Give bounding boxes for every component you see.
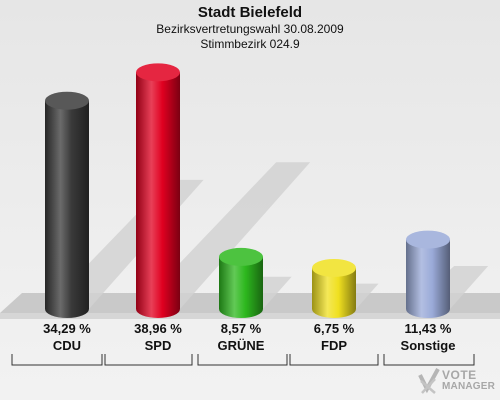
category-bracket [11, 354, 103, 366]
bar-body [312, 267, 356, 318]
bar-fdp [312, 258, 356, 318]
category-label: Sonstige [401, 338, 456, 353]
category-label: SPD [145, 338, 172, 353]
bar-sonstige [406, 230, 450, 318]
bar-top [406, 230, 450, 249]
value-label: 11,43 % [405, 321, 452, 336]
bar-spd [136, 63, 180, 318]
vote-manager-logo: VOTE MANAGER [418, 366, 496, 396]
category-bracket [289, 354, 379, 366]
value-label: 8,57 % [221, 321, 262, 336]
bar-cdu [45, 91, 89, 318]
bar-body [219, 256, 263, 318]
chart-subtitle: Bezirksvertretungswahl 30.08.2009 [156, 22, 344, 36]
bar-body [136, 72, 180, 318]
category-label: FDP [321, 338, 347, 353]
bar-top [136, 63, 180, 82]
category-bracket [104, 354, 193, 366]
bar-top [45, 91, 89, 110]
value-label: 6,75 % [314, 321, 355, 336]
chart-subtitle-district: Stimmbezirk 024.9 [200, 37, 300, 51]
logo-text-manager: MANAGER [442, 381, 496, 392]
bar-top [312, 258, 356, 277]
category-label: CDU [53, 338, 81, 353]
bar-grüne [219, 247, 263, 318]
bar-body [45, 100, 89, 318]
bar-body [406, 239, 450, 318]
value-label: 38,96 % [134, 321, 182, 336]
category-label: GRÜNE [218, 338, 265, 353]
chart-title: Stadt Bielefeld [197, 4, 303, 21]
value-label: 34,29 % [43, 321, 91, 336]
logo-text-vote: VOTE [442, 368, 477, 382]
category-bracket [197, 354, 288, 366]
checkmark-x-icon [418, 368, 440, 394]
category-bracket [383, 354, 475, 366]
bar-top [219, 247, 263, 266]
